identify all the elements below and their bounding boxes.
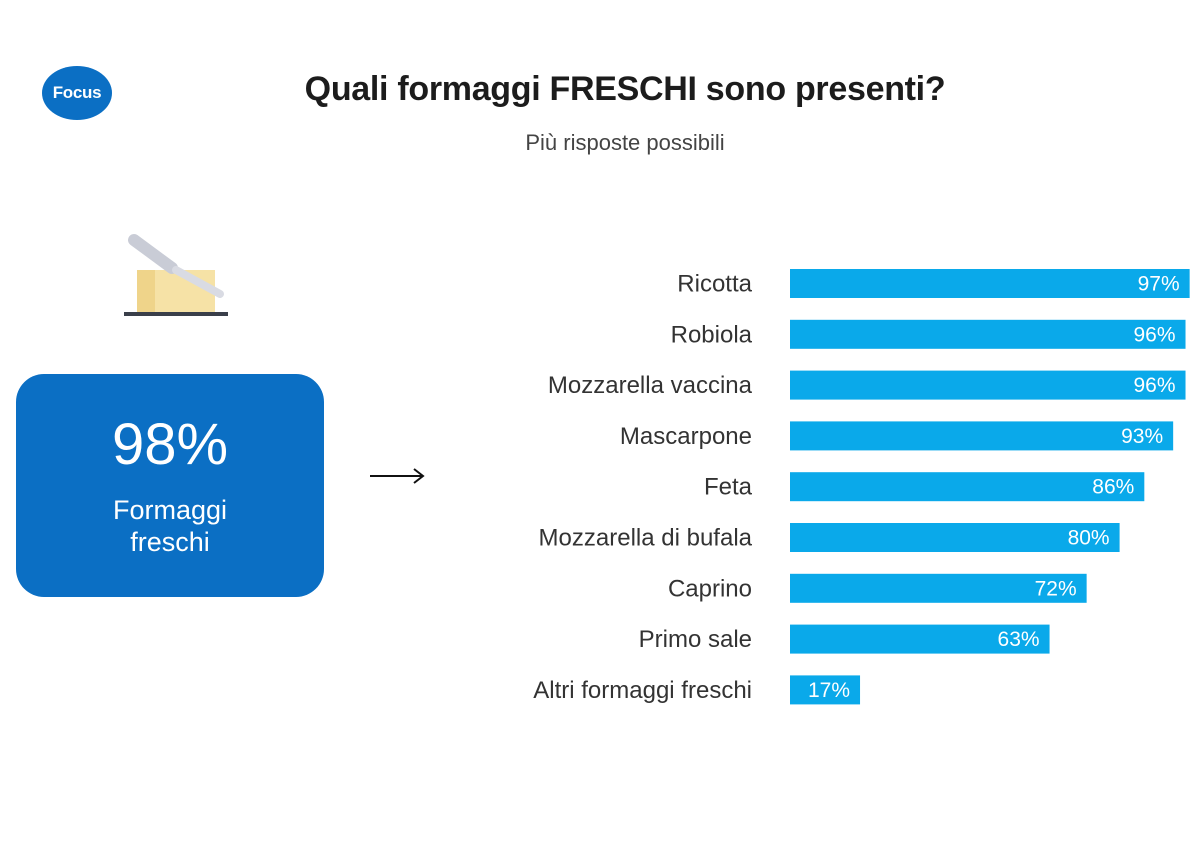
bar-value-label: 72% — [1035, 577, 1077, 600]
arrow-right-icon — [370, 468, 425, 484]
bar — [790, 573, 1087, 603]
category-label: Altri formaggi freschi — [533, 677, 752, 704]
bar-value-label: 97% — [1138, 273, 1180, 296]
bar — [790, 319, 1186, 349]
category-label: Mozzarella vaccina — [548, 372, 753, 399]
bar — [790, 370, 1186, 400]
bar-value-label: 80% — [1068, 527, 1110, 550]
bar — [790, 675, 861, 705]
bar — [790, 421, 1174, 451]
category-label: Mascarpone — [620, 423, 752, 450]
bar — [790, 472, 1145, 502]
bar-value-label: 96% — [1133, 374, 1175, 397]
category-label: Robiola — [671, 321, 753, 348]
category-label: Mozzarella di bufala — [539, 525, 753, 552]
bar-value-label: 86% — [1092, 476, 1134, 499]
category-label: Feta — [704, 474, 753, 501]
bar-value-label: 93% — [1121, 425, 1163, 448]
bar-chart: Ricotta 97% Robiola 96% Mozzarella vaccina 96… — [533, 269, 1190, 705]
category-label: Ricotta — [677, 271, 752, 298]
cheese-knife-icon — [124, 234, 228, 316]
bar-value-label: 63% — [998, 628, 1040, 651]
focus-logo: Focus — [42, 66, 112, 120]
summary-value: 98% — [111, 412, 229, 477]
bar — [790, 269, 1190, 298]
summary-label: Formaggi freschi — [112, 495, 228, 557]
bar — [790, 523, 1120, 552]
category-label: Caprino — [668, 575, 752, 602]
page-title: Quali formaggi FRESCHI sono presenti? — [304, 70, 946, 108]
bar — [790, 624, 1050, 654]
bar-value-label: 96% — [1133, 323, 1175, 346]
page-subtitle: Più risposte possibili — [525, 130, 725, 155]
summary-box: 98% Formaggi freschi — [16, 374, 324, 597]
category-label: Primo sale — [639, 626, 752, 653]
bar-value-label: 17% — [808, 679, 850, 702]
